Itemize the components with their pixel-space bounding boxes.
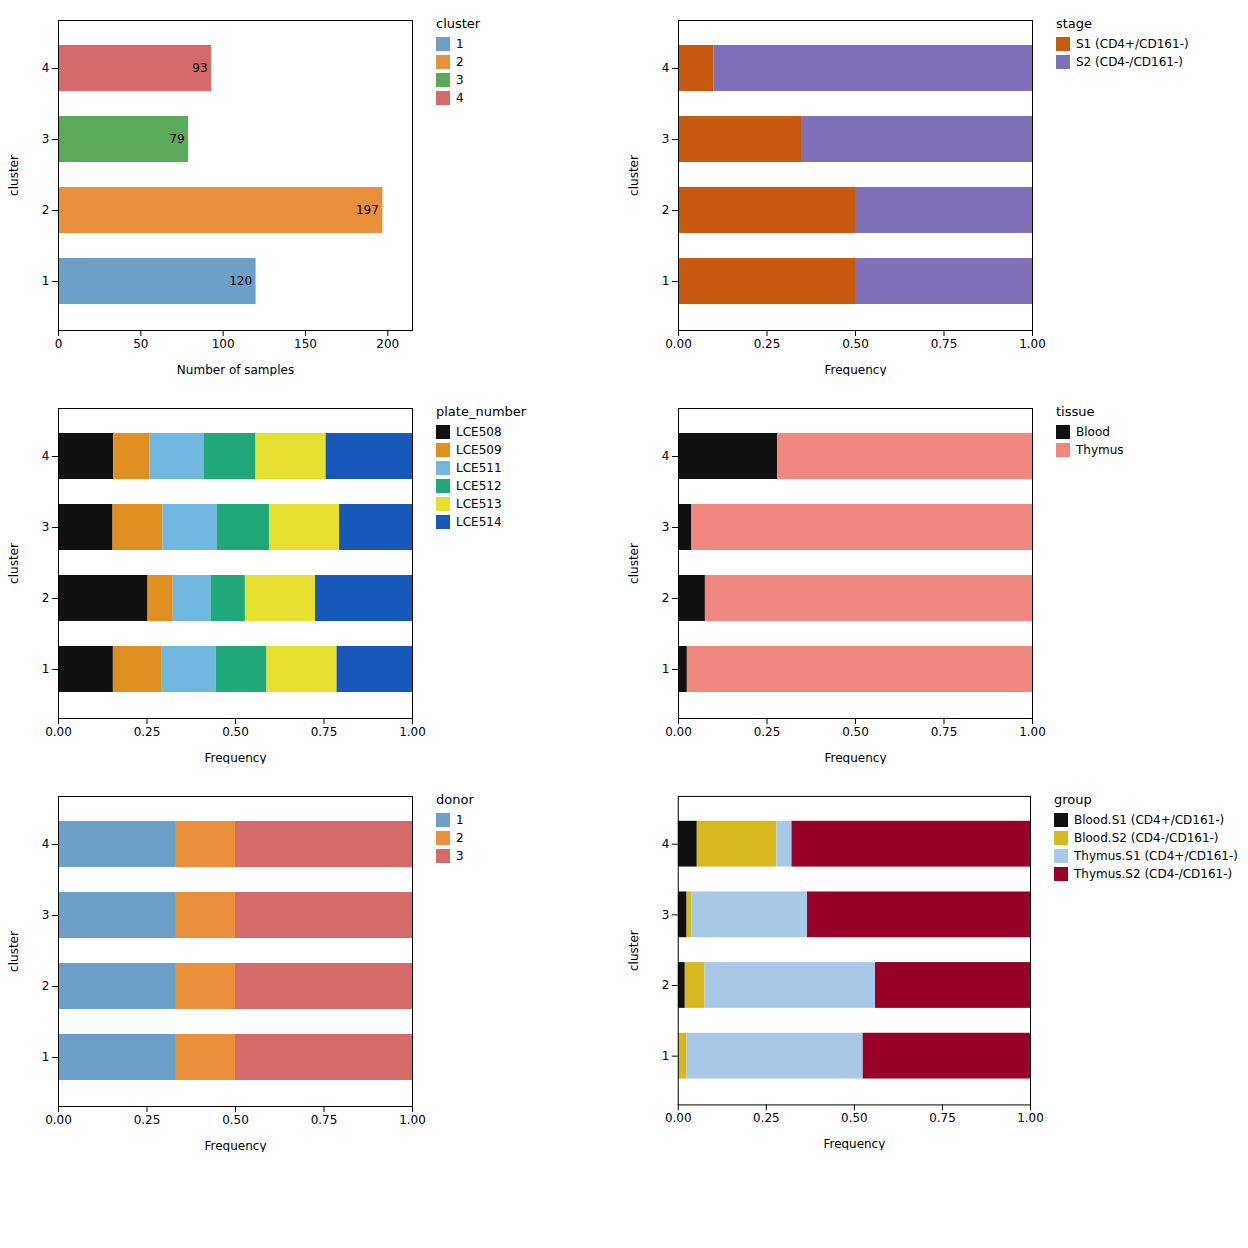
html-text:S2 (CD4-/CD161-): S2 (CD4-/CD161-) — [1076, 55, 1183, 69]
svg-text:0.50: 0.50 — [842, 337, 869, 351]
html-text:Blood.S2 (CD4-/CD161-): Blood.S2 (CD4-/CD161-) — [1074, 831, 1219, 845]
svg-text:2: 2 — [662, 978, 670, 992]
svg-text:4: 4 — [42, 449, 50, 463]
html-text:3: 3 — [456, 73, 464, 87]
svg-text:0.75: 0.75 — [931, 725, 958, 739]
svg-text:1.00: 1.00 — [1019, 725, 1046, 739]
svg-text:3: 3 — [662, 908, 670, 922]
html-text:1: 1 — [456, 37, 464, 51]
svg-text:4: 4 — [662, 61, 670, 75]
svg-text:0.00: 0.00 — [665, 337, 692, 351]
svg-text:0: 0 — [55, 337, 63, 351]
svg-text:cluster: cluster — [7, 155, 21, 196]
svg-text:Number of samples: Number of samples — [177, 363, 294, 377]
html-text:3: 3 — [456, 849, 464, 863]
svg-text:cluster: cluster — [7, 543, 21, 584]
svg-text:0.25: 0.25 — [754, 337, 781, 351]
html-text:4: 4 — [456, 91, 464, 105]
html-text:group: group — [1054, 792, 1092, 807]
svg-text:2: 2 — [662, 591, 670, 605]
svg-text:1: 1 — [662, 274, 670, 288]
svg-text:0.25: 0.25 — [753, 1111, 780, 1125]
html-text:Thymus.S2 (CD4-/CD161-): Thymus.S2 (CD4-/CD161-) — [1074, 867, 1233, 881]
svg-text:1: 1 — [42, 274, 50, 288]
svg-text:200: 200 — [376, 337, 399, 351]
svg-text:0.25: 0.25 — [134, 725, 161, 739]
svg-text:Frequency: Frequency — [825, 751, 887, 765]
html-text:LCE513: LCE513 — [456, 497, 502, 511]
svg-text:0.75: 0.75 — [931, 337, 958, 351]
svg-text:0.50: 0.50 — [841, 1111, 868, 1125]
html-text:Thymus.S1 (CD4+/CD161-): Thymus.S1 (CD4+/CD161-) — [1074, 849, 1238, 863]
svg-text:0.50: 0.50 — [222, 725, 249, 739]
svg-text:3: 3 — [662, 520, 670, 534]
svg-text:cluster: cluster — [7, 931, 21, 972]
html-text:LCE512: LCE512 — [456, 479, 502, 493]
svg-text:4: 4 — [662, 837, 670, 851]
svg-text:0.00: 0.00 — [665, 725, 692, 739]
svg-text:100: 100 — [212, 337, 235, 351]
svg-text:79: 79 — [169, 132, 184, 146]
html-text:donor: donor — [436, 792, 474, 807]
svg-text:197: 197 — [356, 203, 379, 217]
html-text:LCE511: LCE511 — [456, 461, 502, 475]
html-text:1: 1 — [456, 813, 464, 827]
html-text:2: 2 — [456, 831, 464, 845]
svg-text:1: 1 — [42, 662, 50, 676]
svg-text:2: 2 — [42, 591, 50, 605]
svg-text:1: 1 — [42, 1050, 50, 1064]
svg-text:1: 1 — [662, 662, 670, 676]
html-text:tissue: tissue — [1056, 404, 1095, 419]
svg-text:Frequency: Frequency — [824, 1137, 886, 1150]
svg-text:1.00: 1.00 — [1019, 337, 1046, 351]
html-text:Thymus: Thymus — [1076, 443, 1124, 457]
html-text:plate_number: plate_number — [436, 404, 527, 419]
svg-text:1.00: 1.00 — [399, 1113, 426, 1127]
svg-text:93: 93 — [192, 61, 207, 75]
svg-text:0.75: 0.75 — [929, 1111, 956, 1125]
svg-text:1.00: 1.00 — [399, 725, 426, 739]
svg-text:2: 2 — [42, 203, 50, 217]
svg-text:4: 4 — [42, 61, 50, 75]
html-text:LCE508: LCE508 — [456, 425, 502, 439]
html-text:cluster: cluster — [436, 16, 481, 31]
svg-text:3: 3 — [662, 132, 670, 146]
svg-text:cluster: cluster — [627, 155, 641, 196]
svg-text:0.00: 0.00 — [665, 1111, 692, 1125]
svg-text:0.50: 0.50 — [842, 725, 869, 739]
svg-text:0.00: 0.00 — [45, 1113, 72, 1127]
svg-text:Frequency: Frequency — [205, 751, 267, 765]
svg-text:0.50: 0.50 — [222, 1113, 249, 1127]
svg-text:0.75: 0.75 — [311, 725, 338, 739]
svg-text:4: 4 — [42, 837, 50, 851]
svg-text:cluster: cluster — [627, 543, 641, 584]
svg-text:cluster: cluster — [627, 930, 641, 971]
svg-text:3: 3 — [42, 908, 50, 922]
svg-text:0.75: 0.75 — [311, 1113, 338, 1127]
svg-text:Frequency: Frequency — [825, 363, 887, 377]
html-text:Blood.S1 (CD4+/CD161-): Blood.S1 (CD4+/CD161-) — [1074, 813, 1225, 827]
svg-text:50: 50 — [133, 337, 148, 351]
svg-text:3: 3 — [42, 132, 50, 146]
html-text:Blood: Blood — [1076, 425, 1110, 439]
html-text:2: 2 — [456, 55, 464, 69]
svg-text:3: 3 — [42, 520, 50, 534]
svg-text:2: 2 — [662, 203, 670, 217]
svg-text:1.00: 1.00 — [1017, 1111, 1044, 1125]
html-text:LCE514: LCE514 — [456, 515, 502, 529]
svg-text:Frequency: Frequency — [205, 1139, 267, 1153]
html-text:LCE509: LCE509 — [456, 443, 502, 457]
svg-text:120: 120 — [229, 274, 252, 288]
svg-text:0.25: 0.25 — [754, 725, 781, 739]
svg-text:0.00: 0.00 — [45, 725, 72, 739]
svg-text:1: 1 — [662, 1049, 670, 1063]
svg-text:0.25: 0.25 — [134, 1113, 161, 1127]
svg-text:4: 4 — [662, 449, 670, 463]
html-text:S1 (CD4+/CD161-): S1 (CD4+/CD161-) — [1076, 37, 1189, 51]
svg-text:2: 2 — [42, 979, 50, 993]
svg-text:150: 150 — [294, 337, 317, 351]
html-text:stage: stage — [1056, 16, 1093, 31]
